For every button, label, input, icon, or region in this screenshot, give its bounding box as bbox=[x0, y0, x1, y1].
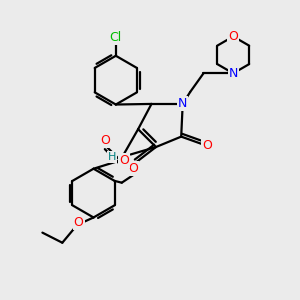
Text: O: O bbox=[202, 139, 212, 152]
Text: H: H bbox=[108, 152, 116, 162]
Text: O: O bbox=[100, 134, 110, 147]
Text: Cl: Cl bbox=[110, 32, 122, 44]
Text: N: N bbox=[178, 98, 188, 110]
Text: N: N bbox=[229, 67, 238, 80]
Text: O: O bbox=[128, 162, 138, 175]
Text: O: O bbox=[228, 30, 238, 43]
Text: O: O bbox=[119, 154, 129, 167]
Text: O: O bbox=[74, 216, 84, 229]
